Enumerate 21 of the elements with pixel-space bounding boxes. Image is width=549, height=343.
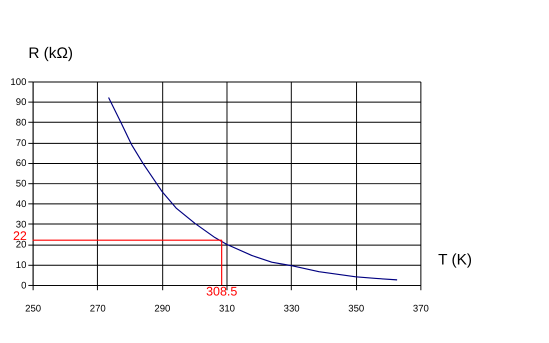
y-tick-label: 0 [21,280,26,292]
annotation: 308.5 [206,284,238,299]
x-tick-label: 370 [412,303,429,314]
line-series [108,96,398,280]
y-tick-label: 70 [16,138,26,149]
y-tick-label: 40 [16,198,26,210]
x-tick-label: 270 [90,303,106,314]
x-tick-label: 290 [154,303,170,314]
x-axis-title: T (K) [438,251,472,268]
x-tick-label: 330 [284,303,300,314]
y-tick-label: 30 [16,219,26,230]
x-tick-label: 250 [25,303,42,314]
y-axis-title: R (kΩ) [28,44,74,62]
y-tick-label: 50 [16,178,26,190]
y-tick-label: 80 [16,118,26,129]
y-tick-label: 60 [16,158,26,170]
y-tick-label: 90 [16,97,26,108]
x-tick-label: 310 [219,303,235,314]
y-tick-label: 100 [10,76,26,88]
y-tick-label: 10 [16,260,26,271]
x-tick-label: 350 [348,303,364,314]
